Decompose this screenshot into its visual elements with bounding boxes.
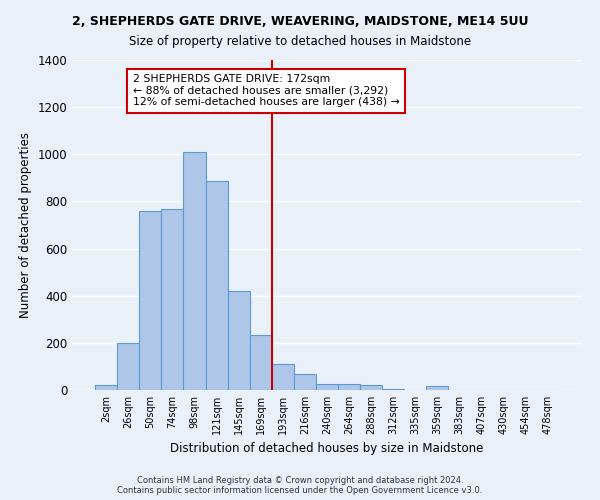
Bar xyxy=(360,386,382,390)
Bar xyxy=(316,384,338,390)
Bar xyxy=(294,374,316,390)
Bar xyxy=(382,389,404,390)
Bar xyxy=(161,208,184,390)
Bar xyxy=(184,152,206,390)
Bar xyxy=(250,334,272,390)
Text: Contains public sector information licensed under the Open Government Licence v3: Contains public sector information licen… xyxy=(118,486,482,495)
Y-axis label: Number of detached properties: Number of detached properties xyxy=(19,132,32,318)
Bar xyxy=(427,386,448,390)
Text: 2, SHEPHERDS GATE DRIVE, WEAVERING, MAIDSTONE, ME14 5UU: 2, SHEPHERDS GATE DRIVE, WEAVERING, MAID… xyxy=(72,15,528,28)
Text: Contains HM Land Registry data © Crown copyright and database right 2024.: Contains HM Land Registry data © Crown c… xyxy=(137,476,463,485)
Bar xyxy=(95,386,117,390)
Text: Size of property relative to detached houses in Maidstone: Size of property relative to detached ho… xyxy=(129,35,471,48)
Text: 2 SHEPHERDS GATE DRIVE: 172sqm
← 88% of detached houses are smaller (3,292)
12% : 2 SHEPHERDS GATE DRIVE: 172sqm ← 88% of … xyxy=(133,74,400,108)
Bar xyxy=(272,364,294,390)
Bar xyxy=(338,384,360,390)
Bar xyxy=(117,343,139,390)
X-axis label: Distribution of detached houses by size in Maidstone: Distribution of detached houses by size … xyxy=(170,442,484,456)
Bar xyxy=(206,182,227,390)
Bar xyxy=(139,211,161,390)
Bar xyxy=(227,291,250,390)
